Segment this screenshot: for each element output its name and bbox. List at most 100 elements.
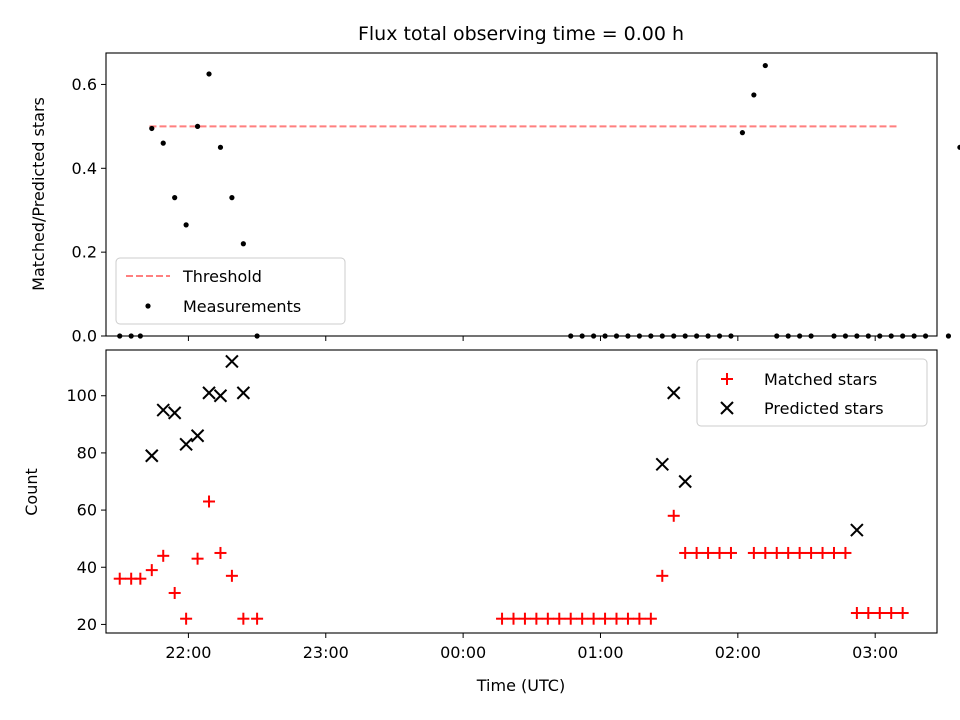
predicted-stars-point [190,429,205,443]
matched-stars-point [587,612,600,625]
matched-stars-point [862,606,875,619]
matched-stars-point [553,612,566,625]
matched-stars-point [793,546,806,559]
predicted-stars-point [850,523,864,537]
top-y-axis-label: Matched/Predicted stars [29,97,48,291]
predicted-stars-point [179,437,193,452]
bottom-x-ticks: 22:00 23:00 00:00 01:00 02:00 03:00 [165,633,898,662]
matched-stars-point [610,612,623,625]
matched-stars-point [782,546,795,559]
matched-stars-point [827,546,840,559]
predicted-stars-point [236,386,251,400]
y-tick-label: 0.4 [72,159,97,178]
top-legend: Threshold Measurements [115,257,346,325]
bottom-y-axis-label: Count [22,468,41,516]
matched-stars-point [690,546,703,559]
bottom-axes-frame [105,349,938,634]
bottom-panel: Count 20 40 60 80 100 22:00 23:00 00:00 01:00 02… [22,349,938,695]
chart-title: Flux total observing time = 0.00 h [358,23,684,45]
measurement-point [751,92,757,98]
matched-stars-point [145,564,158,577]
matched-legend-marker [721,373,733,385]
matched-stars-point [564,612,577,625]
measurement-point [762,62,768,69]
matched-stars-point [805,546,818,559]
matched-stars-point [134,572,147,585]
predicted-stars-point [145,449,159,463]
matched-stars-point [667,509,680,522]
matched-stars-point [576,612,589,625]
top-y-ticks: 0.0 0.2 0.4 0.6 [72,75,106,346]
x-tick-label: 01:00 [577,643,623,662]
matched-stars-point [180,612,193,625]
measurement-point [217,144,224,150]
bottom-legend: Matched stars Predicted stars [696,358,928,427]
matched-stars-point [656,569,669,582]
matched-stars-point [759,546,772,559]
x-tick-label: 03:00 [852,643,898,662]
matched-stars-point [850,606,863,619]
measurement-point [957,144,960,150]
measurement-point [739,130,746,136]
matched-stars-point [747,546,760,559]
measurement-point [240,241,246,247]
matched-stars-point [599,612,612,625]
measurement-point [945,333,952,339]
matched-stars-point [541,612,554,625]
matched-legend-label: Matched stars [764,370,877,389]
top-panel: Matched/Predicted stars 0.0 0.2 0.4 0.6 Thr… [29,52,960,346]
matched-stars-point [214,546,227,559]
measurement-point [172,195,178,201]
predicted-stars-point [655,457,669,472]
matched-stars-point [191,552,204,565]
x-axis-label: Time (UTC) [476,676,565,695]
x-tick-label: 23:00 [303,643,349,662]
measurements-legend-marker [145,303,151,309]
predicted-stars-point [156,403,170,417]
y-tick-label: 40 [77,558,97,577]
matched-stars-point [157,549,170,562]
measurement-point [160,140,166,146]
y-tick-label: 0.2 [72,243,97,262]
predicted-stars-point [225,354,239,369]
bottom-legend-box [696,358,928,427]
measurement-point [149,125,155,132]
matched-stars-point [816,546,829,559]
predicted-stars-point [213,389,228,403]
matched-stars-point [518,612,531,625]
predicted-stars-point [667,386,681,400]
predicted-legend-marker [720,401,734,415]
matched-stars-point [203,495,216,508]
matched-stars-point [724,546,737,559]
matched-stars-point [873,606,886,619]
predicted-stars-point [167,406,182,420]
measurement-point [183,222,189,228]
x-tick-label: 00:00 [440,643,486,662]
bottom-plot-area [113,354,909,625]
bottom-y-ticks: 20 40 60 80 100 [66,386,106,634]
x-tick-label: 22:00 [165,643,211,662]
matched-stars-point [496,612,509,625]
y-tick-label: 60 [77,501,97,520]
matched-stars-point [237,612,250,625]
matched-stars-point [713,546,726,559]
predicted-stars-point [202,386,216,400]
matched-stars-point [225,569,238,582]
matched-stars-point [530,612,543,625]
matched-stars-point [896,606,909,619]
matched-stars-point [113,572,126,585]
measurement-point [194,123,201,129]
threshold-legend-label: Threshold [182,267,262,286]
matched-stars-point [633,612,646,625]
matched-stars-point [621,612,634,625]
matched-stars-point [679,546,692,559]
predicted-legend-label: Predicted stars [764,399,884,418]
y-tick-label: 0.0 [72,327,97,346]
predicted-stars-point [678,474,692,489]
measurement-point [229,195,235,201]
matched-stars-point [507,612,520,625]
x-tick-label: 02:00 [715,643,761,662]
matched-stars-point [702,546,715,559]
matched-stars-point [251,612,264,625]
